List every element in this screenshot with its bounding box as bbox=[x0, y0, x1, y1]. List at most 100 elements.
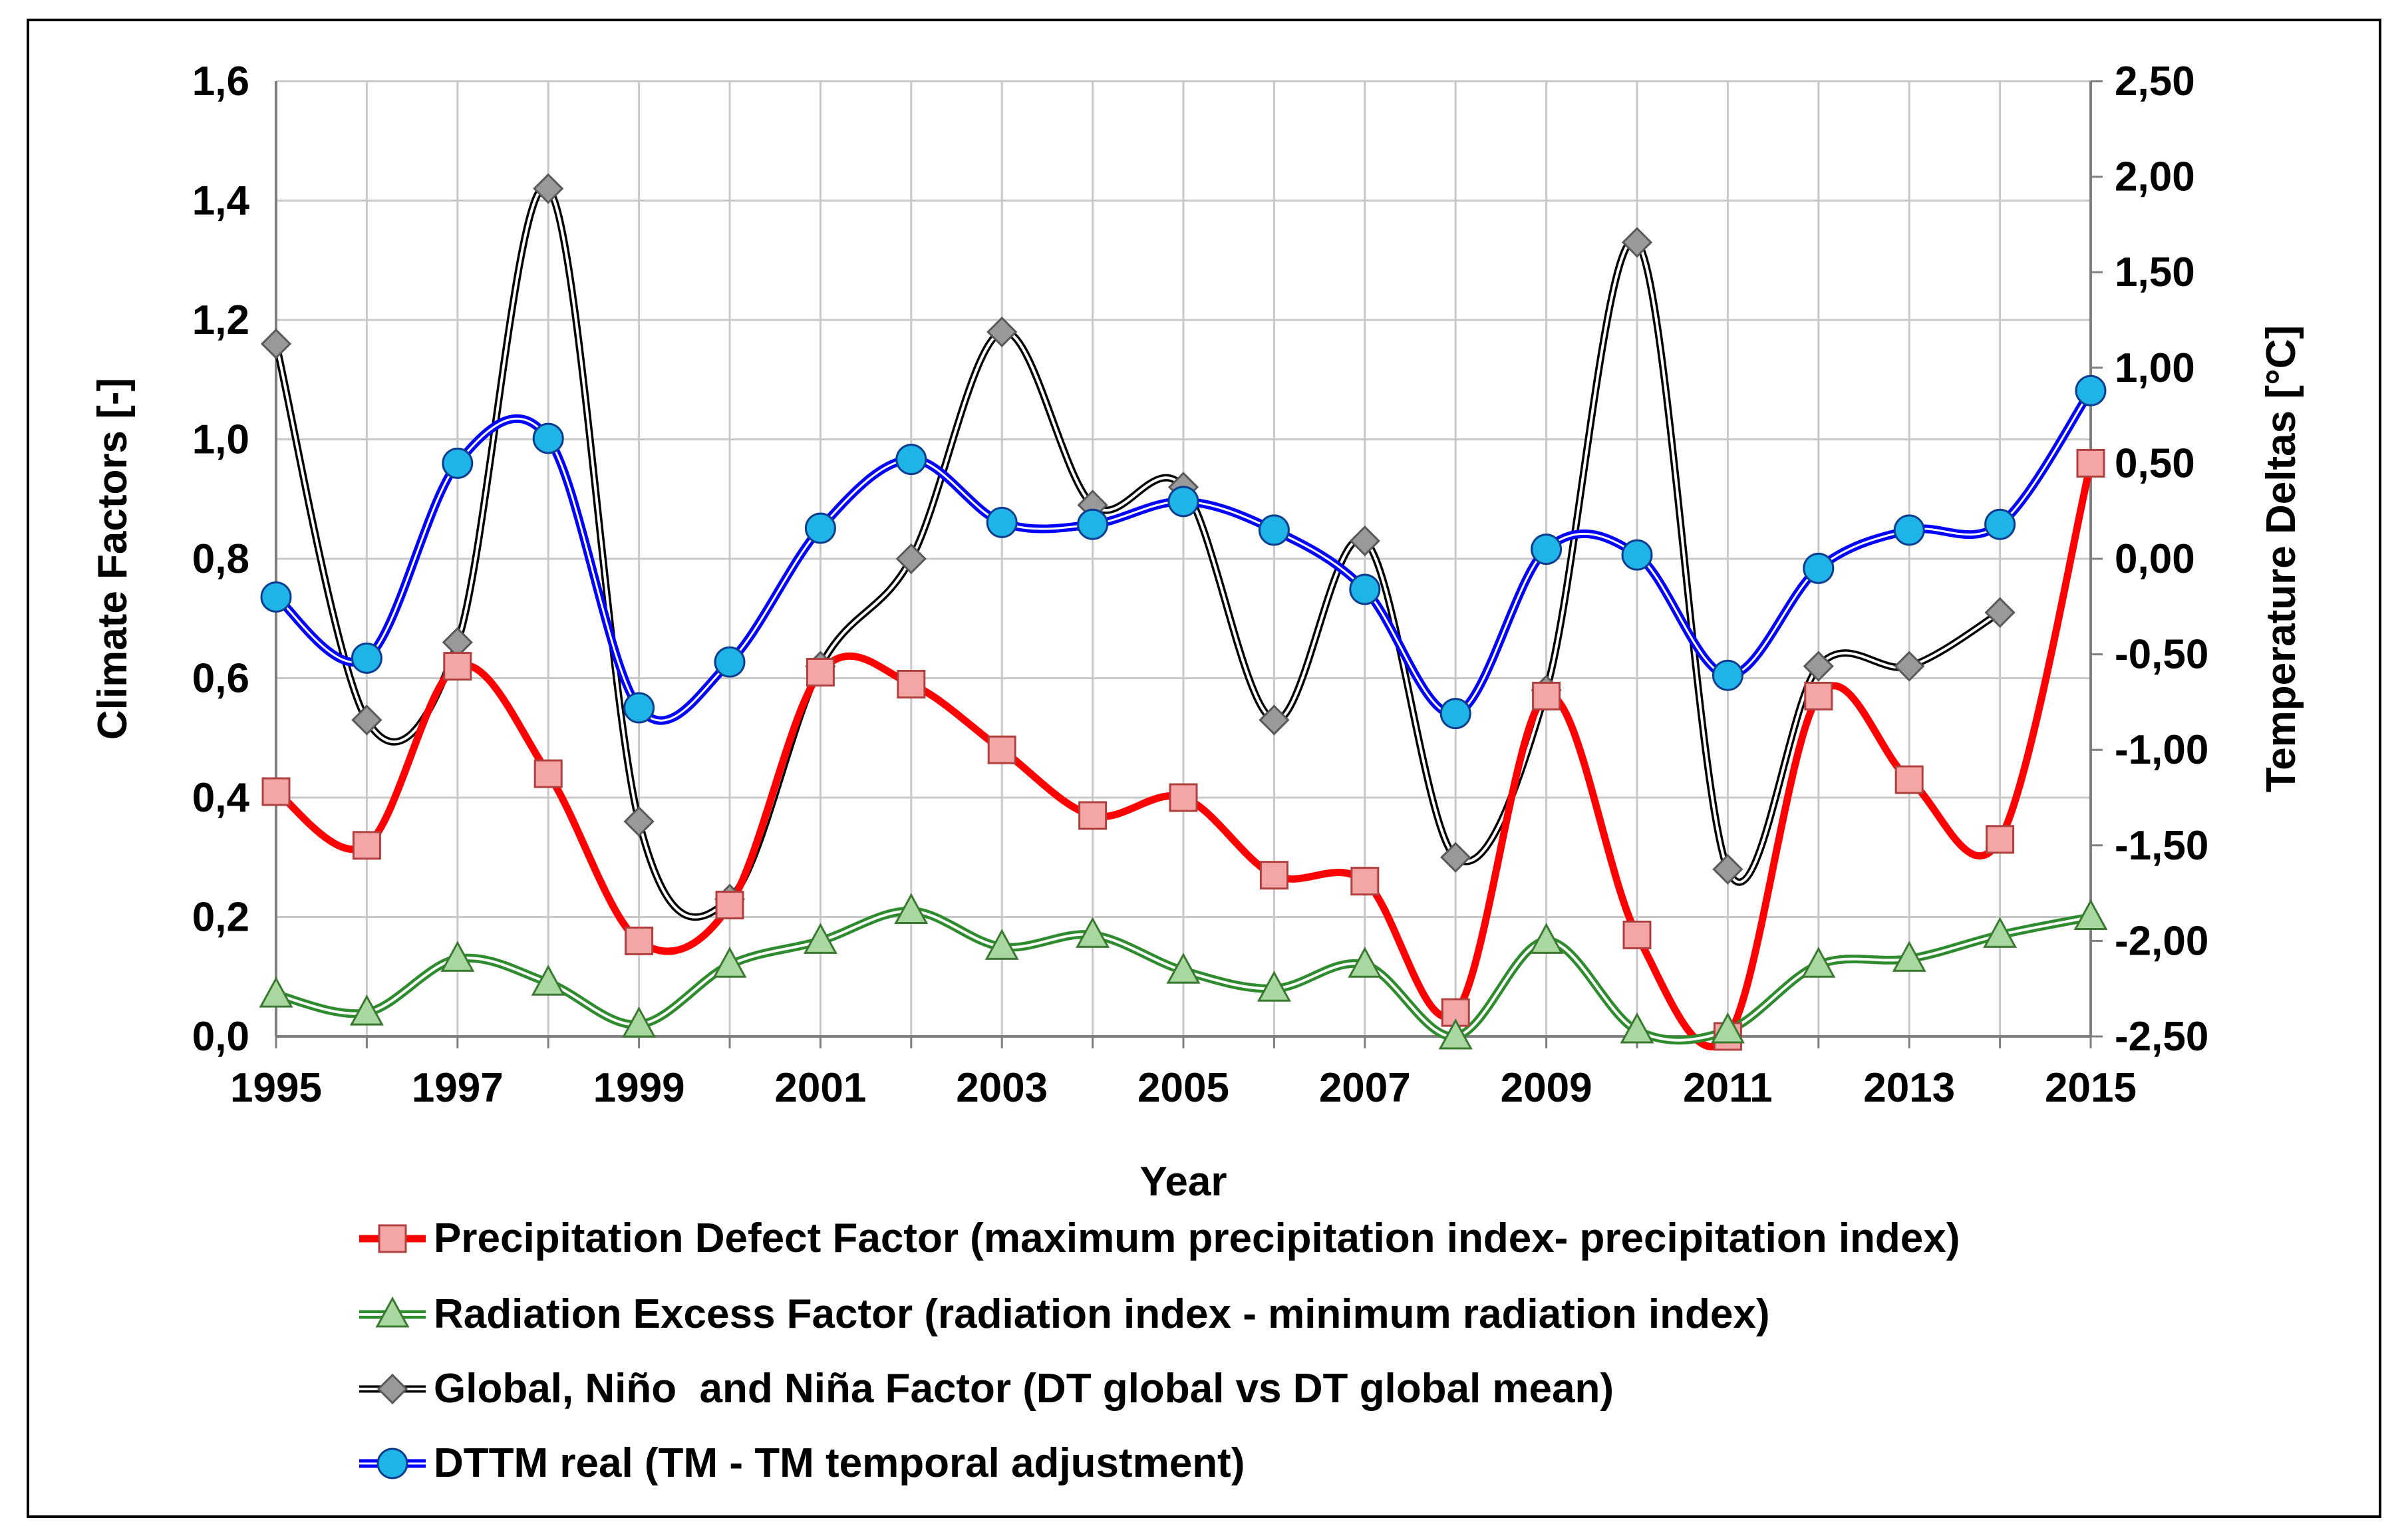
x-tick-label: 2005 bbox=[1137, 1065, 1229, 1111]
legend-label-precipitation: Precipitation Defect Factor (maximum pre… bbox=[434, 1215, 1960, 1261]
data-point-dttm-real bbox=[1439, 698, 1471, 730]
data-point-radiation bbox=[1529, 923, 1564, 954]
data-point-radiation bbox=[1710, 1012, 1745, 1044]
data-point-radiation bbox=[984, 929, 1019, 960]
legend-item-precipitation: Precipitation Defect Factor (maximum pre… bbox=[359, 1215, 1960, 1261]
y-right-tick-label: 0,00 bbox=[2115, 536, 2195, 582]
data-point-global-nino-nina bbox=[1440, 842, 1471, 873]
y-left-tick-label: 0,4 bbox=[192, 775, 250, 821]
data-point-radiation bbox=[1348, 947, 1382, 978]
y-right-tick-label: 1,00 bbox=[2115, 345, 2195, 391]
x-tick-label: 2003 bbox=[956, 1065, 1048, 1111]
y-right-tick-label: -2,50 bbox=[2115, 1014, 2208, 1060]
data-point-radiation bbox=[1076, 917, 1110, 948]
data-point-dttm-real bbox=[442, 447, 474, 479]
y-left-tick-label: 1,0 bbox=[192, 417, 249, 463]
legend-symbol-dttm-real bbox=[359, 1448, 426, 1479]
data-point-dttm-real bbox=[1077, 508, 1109, 540]
legend-label-global-nino-nina: Global, Niño and Niña Factor (DT global … bbox=[434, 1366, 1614, 1412]
data-point-precipitation bbox=[1532, 681, 1561, 710]
data-point-precipitation bbox=[1986, 825, 2015, 854]
data-point-precipitation bbox=[352, 831, 381, 860]
data-point-dttm-real bbox=[532, 422, 564, 454]
data-point-radiation bbox=[531, 965, 565, 996]
data-point-precipitation bbox=[625, 926, 654, 955]
legend-item-dttm-real: DTTM real (TM - TM temporal adjustment) bbox=[359, 1440, 1245, 1486]
data-point-precipitation bbox=[806, 658, 835, 687]
data-point-radiation bbox=[1983, 917, 2018, 948]
data-point-dttm-real bbox=[1531, 534, 1563, 565]
x-tick-label: 2015 bbox=[2045, 1065, 2137, 1111]
data-point-radiation bbox=[259, 977, 293, 1008]
data-point-radiation bbox=[1166, 953, 1201, 984]
data-point-radiation bbox=[1620, 1012, 1654, 1044]
data-point-radiation bbox=[894, 893, 929, 925]
y-right-tick-label: 0,50 bbox=[2115, 440, 2195, 486]
x-tick-label: 2001 bbox=[774, 1065, 866, 1111]
data-point-precipitation bbox=[1622, 920, 1652, 949]
data-point-precipitation bbox=[1169, 783, 1198, 812]
x-tick-label: 1995 bbox=[230, 1065, 322, 1111]
data-point-dttm-real bbox=[260, 581, 292, 613]
y-right-tick-label: -1,00 bbox=[2115, 727, 2208, 773]
data-point-precipitation bbox=[897, 669, 926, 698]
data-point-dttm-real bbox=[714, 646, 746, 678]
x-tick-label: 2013 bbox=[1863, 1065, 1955, 1111]
data-point-dttm-real bbox=[623, 692, 655, 724]
data-point-precipitation bbox=[715, 891, 744, 920]
legend-marker-radiation bbox=[375, 1296, 410, 1328]
x-tick-label: 1997 bbox=[412, 1065, 504, 1111]
data-point-global-nino-nina bbox=[1894, 651, 1925, 682]
tick-labels: 0,0 0,2 0,4 0,6 0,8 1,0 1,2 1,4 1,6 -2,50 -2,00 -1,… bbox=[192, 59, 2209, 1111]
data-point-radiation bbox=[1438, 1018, 1473, 1050]
data-point-dttm-real bbox=[1258, 514, 1290, 546]
data-point-precipitation bbox=[2076, 448, 2105, 478]
data-point-dttm-real bbox=[1893, 514, 1925, 546]
data-point-global-nino-nina bbox=[1984, 597, 2016, 628]
data-point-radiation bbox=[1892, 941, 1926, 972]
data-point-radiation bbox=[440, 941, 475, 972]
series-markers bbox=[259, 173, 2108, 1051]
legend: Precipitation Defect Factor (maximum pre… bbox=[359, 1215, 1960, 1486]
data-point-precipitation bbox=[1894, 765, 1924, 794]
data-point-global-nino-nina bbox=[1259, 704, 1290, 736]
y-left-axis-title: Climate Factors [-] bbox=[90, 378, 136, 740]
data-point-global-nino-nina bbox=[986, 316, 1018, 348]
legend-item-radiation: Radiation Excess Factor (radiation index… bbox=[359, 1291, 1770, 1337]
legend-label-radiation: Radiation Excess Factor (radiation index… bbox=[434, 1291, 1770, 1337]
data-point-radiation bbox=[712, 947, 747, 978]
data-point-dttm-real bbox=[1349, 573, 1381, 605]
data-point-dttm-real bbox=[1984, 508, 2016, 540]
y-left-tick-label: 0,0 bbox=[192, 1014, 249, 1060]
y-left-tick-label: 0,8 bbox=[192, 536, 249, 582]
data-point-dttm-real bbox=[1621, 539, 1653, 571]
legend-symbol-global-nino-nina bbox=[359, 1373, 426, 1405]
data-point-precipitation bbox=[1804, 681, 1833, 710]
data-point-dttm-real bbox=[1167, 486, 1199, 518]
data-point-precipitation bbox=[261, 777, 291, 806]
data-point-global-nino-nina bbox=[1803, 651, 1834, 682]
data-point-precipitation bbox=[987, 735, 1016, 764]
y-right-axis-title: Temperature Deltas [°C] bbox=[2258, 325, 2304, 792]
data-point-radiation bbox=[1257, 971, 1291, 1002]
markers-precipitation bbox=[261, 448, 2105, 1051]
data-point-radiation bbox=[2073, 899, 2108, 930]
legend-marker-global-nino-nina bbox=[376, 1373, 408, 1405]
x-tick-label: 2011 bbox=[1683, 1065, 1773, 1111]
legend-symbol-radiation bbox=[359, 1296, 426, 1328]
axes bbox=[275, 80, 2103, 1048]
data-point-dttm-real bbox=[1712, 659, 1743, 691]
x-tick-label: 2007 bbox=[1319, 1065, 1411, 1111]
data-point-global-nino-nina bbox=[351, 704, 382, 736]
data-point-dttm-real bbox=[351, 642, 382, 674]
y-left-tick-label: 1,2 bbox=[192, 297, 249, 343]
x-axis-title: Year bbox=[1139, 1159, 1227, 1205]
y-right-tick-label: -2,00 bbox=[2115, 918, 2208, 964]
data-point-precipitation bbox=[1350, 867, 1380, 896]
data-point-precipitation bbox=[1259, 861, 1288, 890]
data-point-radiation bbox=[349, 994, 384, 1026]
legend-marker-dttm-real bbox=[376, 1448, 408, 1479]
y-left-tick-label: 0,6 bbox=[192, 656, 249, 702]
